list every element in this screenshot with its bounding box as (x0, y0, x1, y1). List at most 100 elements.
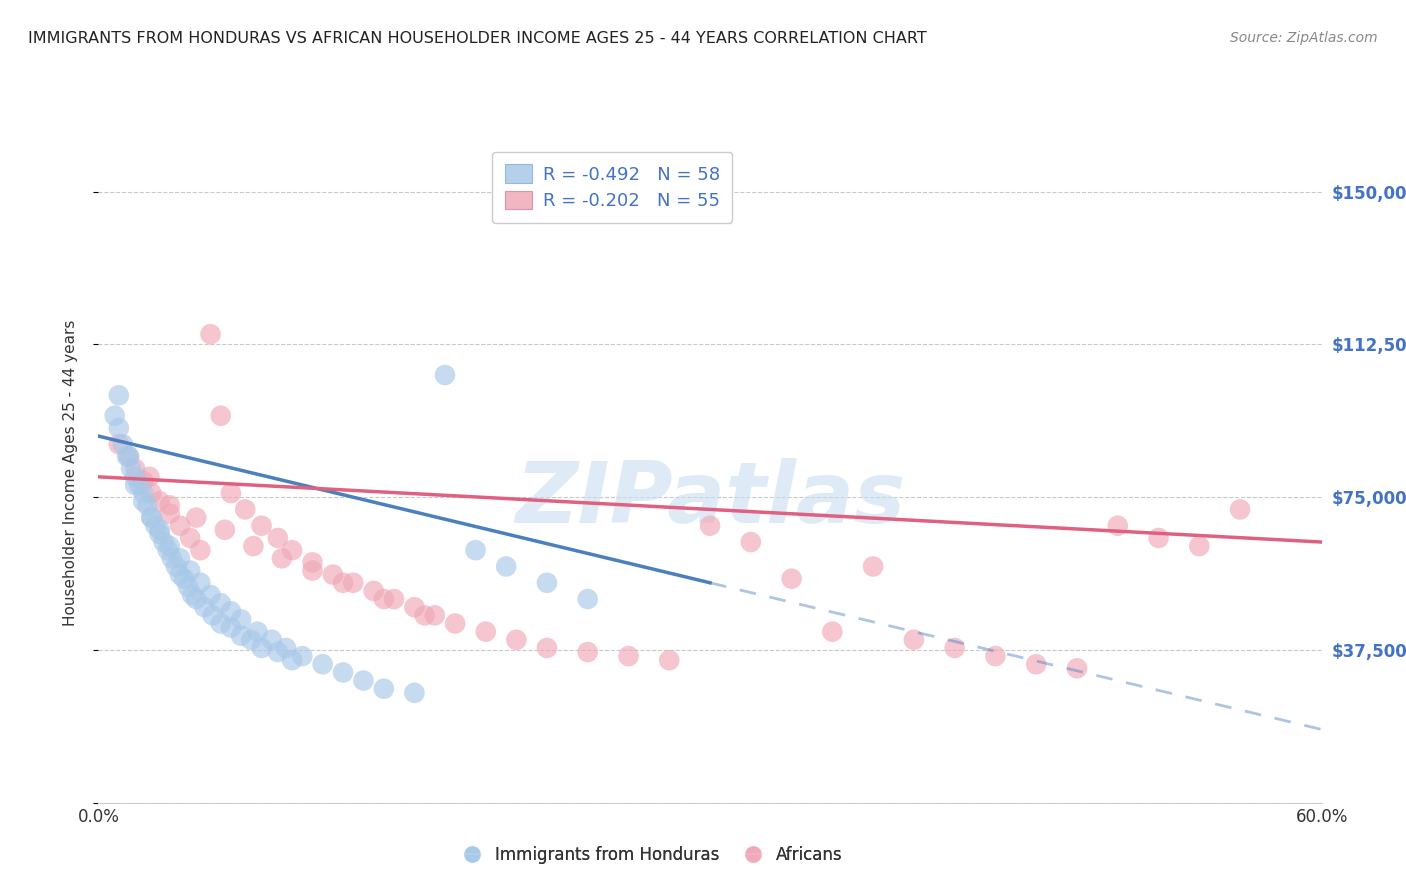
Point (740, 535, 762, 549)
Point (219, 604, 242, 618)
Point (145, 518, 167, 533)
Point (181, 588, 204, 602)
Point (186, 592, 208, 607)
Point (301, 564, 323, 578)
Point (209, 616, 232, 631)
Y-axis label: Householder Income Ages 25 - 44 years: Householder Income Ages 25 - 44 years (63, 319, 77, 626)
Point (434, 368, 457, 382)
Point (104, 409, 127, 423)
Point (149, 494, 172, 508)
Point (120, 461, 142, 475)
Point (156, 543, 179, 558)
Point (322, 567, 344, 582)
Point (165, 559, 187, 574)
Point (186, 510, 208, 524)
Point (576, 645, 599, 659)
Point (780, 572, 803, 586)
Point (495, 559, 517, 574)
Point (138, 470, 160, 484)
Point (444, 616, 467, 631)
Point (382, 592, 405, 607)
Point (141, 510, 163, 524)
Point (291, 649, 314, 664)
Point (118, 450, 141, 464)
Point (115, 450, 138, 464)
Point (141, 510, 163, 524)
Point (617, 649, 640, 664)
Point (179, 564, 201, 578)
Point (352, 673, 374, 688)
Point (270, 551, 294, 566)
Point (984, 649, 1007, 664)
Point (128, 478, 150, 492)
Point (149, 527, 172, 541)
Point (363, 583, 385, 598)
Point (267, 645, 290, 659)
Point (332, 665, 354, 680)
Point (108, 421, 131, 435)
Point (267, 531, 290, 545)
Point (231, 612, 253, 626)
Point (505, 632, 527, 647)
Point (274, 640, 297, 655)
Point (200, 327, 222, 342)
Point (188, 543, 212, 558)
Point (536, 640, 558, 655)
Point (1066, 661, 1088, 675)
Point (141, 486, 163, 500)
Point (1025, 657, 1047, 672)
Point (246, 624, 269, 639)
Point (281, 653, 304, 667)
Point (200, 588, 222, 602)
Point (242, 539, 264, 553)
Text: Source: ZipAtlas.com: Source: ZipAtlas.com (1230, 31, 1378, 45)
Point (136, 499, 159, 513)
Point (219, 486, 242, 500)
Point (260, 632, 283, 647)
Point (159, 507, 181, 521)
Point (132, 494, 155, 508)
Point (342, 575, 364, 590)
Point (312, 657, 335, 672)
Point (169, 567, 191, 582)
Text: ZIPatlas: ZIPatlas (515, 458, 905, 541)
Point (173, 572, 195, 586)
Point (821, 624, 844, 639)
Point (373, 681, 395, 696)
Point (862, 559, 884, 574)
Point (1107, 518, 1129, 533)
Point (464, 543, 486, 558)
Point (160, 551, 183, 566)
Point (423, 608, 446, 623)
Point (111, 437, 134, 451)
Point (219, 621, 242, 635)
Point (159, 539, 181, 553)
Point (118, 450, 141, 464)
Point (943, 640, 966, 655)
Point (108, 437, 131, 451)
Point (413, 608, 436, 623)
Point (332, 575, 354, 590)
Legend: Immigrants from Honduras, Africans: Immigrants from Honduras, Africans (449, 839, 849, 871)
Point (169, 518, 191, 533)
Point (152, 535, 174, 549)
Point (214, 523, 236, 537)
Point (149, 523, 172, 537)
Point (132, 486, 155, 500)
Point (536, 575, 558, 590)
Point (903, 632, 925, 647)
Point (474, 624, 498, 639)
Point (576, 592, 599, 607)
Point (404, 686, 426, 700)
Point (169, 551, 191, 566)
Point (250, 640, 273, 655)
Point (108, 388, 131, 402)
Point (179, 531, 201, 545)
Point (1229, 502, 1251, 516)
Point (404, 600, 426, 615)
Point (281, 543, 304, 558)
Point (209, 409, 232, 423)
Point (1147, 531, 1170, 545)
Point (193, 600, 215, 615)
Point (201, 608, 224, 623)
